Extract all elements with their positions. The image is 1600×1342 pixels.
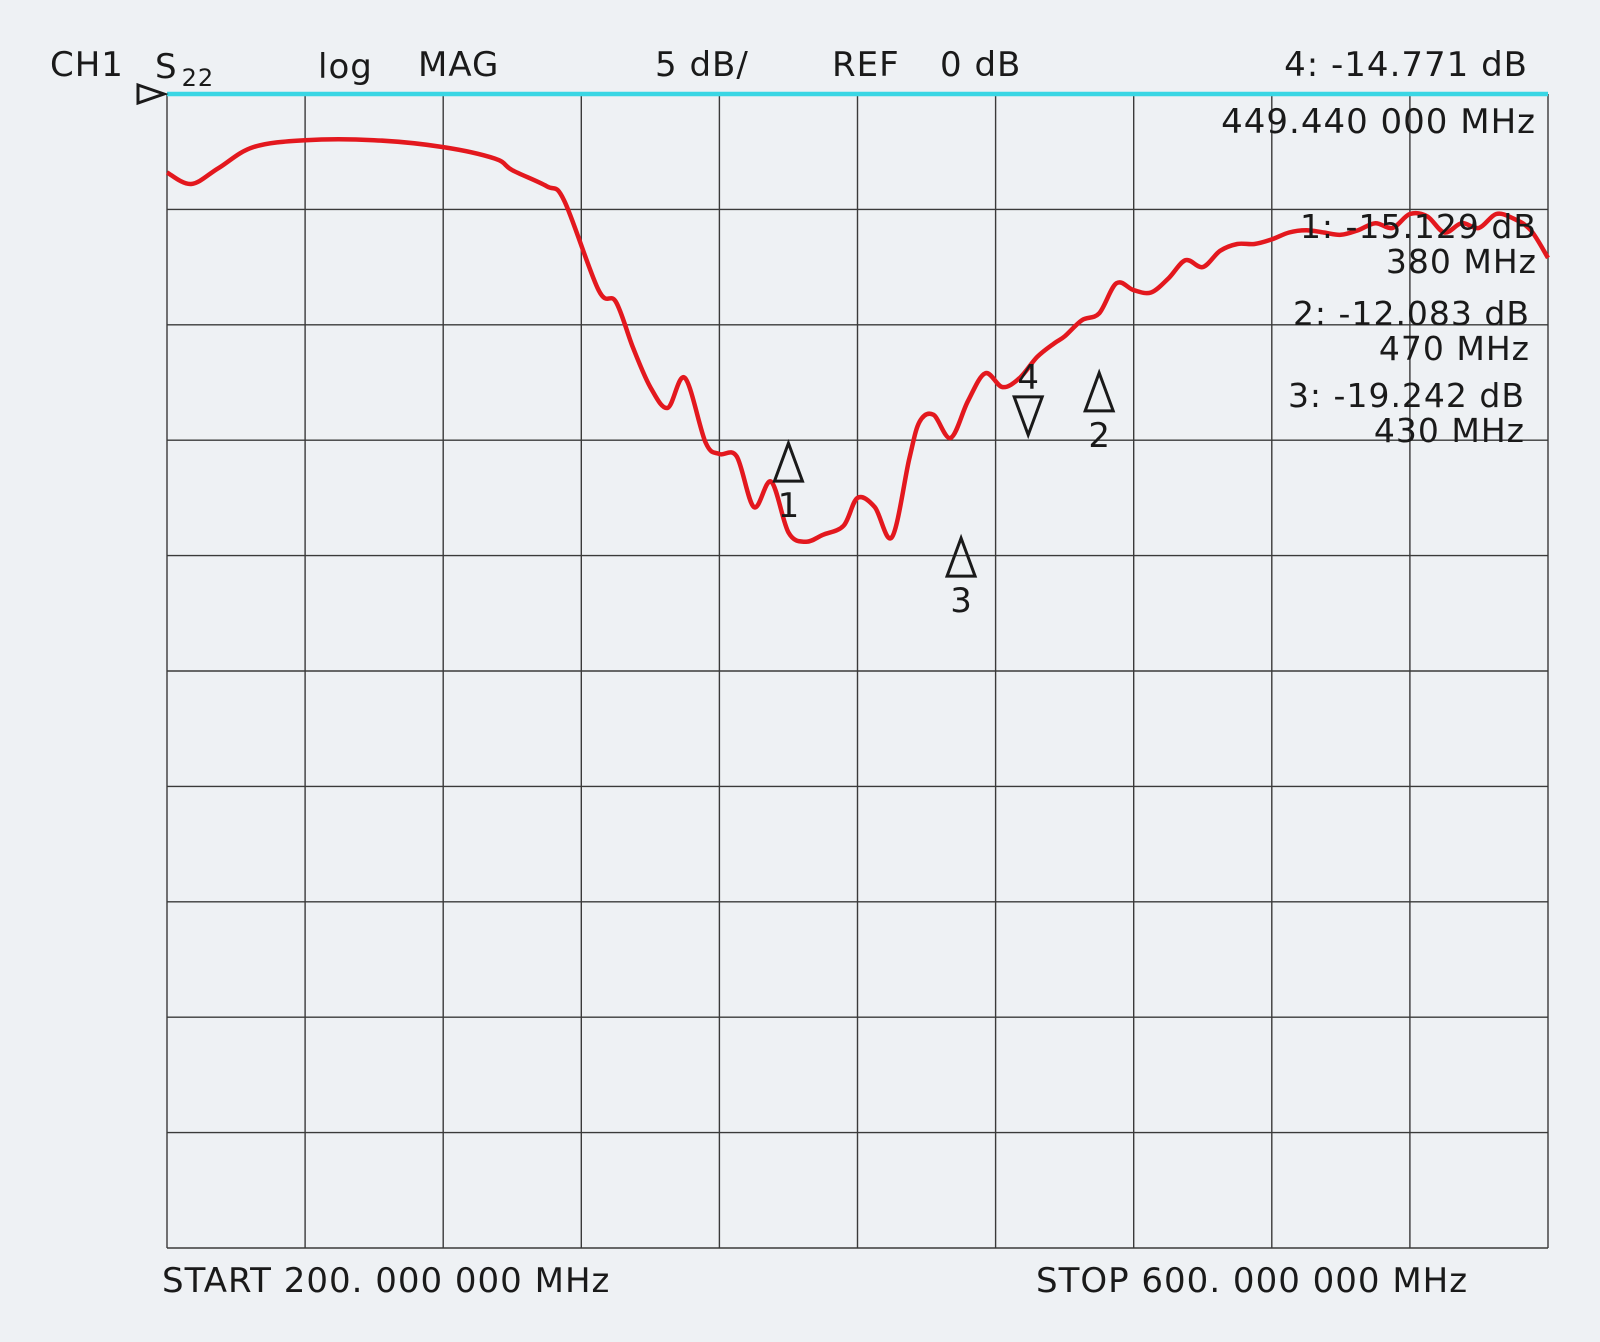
active-marker-readout: 4: -14.771 dB <box>1284 45 1528 85</box>
marker-number: 2 <box>1088 416 1110 456</box>
marker-3-value: 3: -19.242 dB <box>1288 376 1525 415</box>
marker-3-frequency: 430 MHz <box>1374 411 1525 450</box>
marker-number: 1 <box>778 486 800 526</box>
format-scale-label: log <box>318 47 373 87</box>
channel-label: CH1 <box>50 45 124 85</box>
start-frequency: START 200. 000 000 MHz <box>162 1261 610 1301</box>
marker-up-triangle-icon <box>944 533 978 578</box>
parameter-subscript: 22 <box>182 64 215 92</box>
marker-number: 4 <box>1017 358 1039 398</box>
parameter-label: S 22 <box>155 47 214 92</box>
marker-readout-2: 2: -12.083 dB 470 MHz <box>1293 294 1530 368</box>
marker-up-triangle-icon <box>772 438 805 483</box>
marker-4: 4 <box>1012 358 1045 440</box>
marker-up-triangle-icon <box>1083 368 1116 413</box>
marker-2-frequency: 470 MHz <box>1379 329 1530 368</box>
reference-pointer-icon <box>136 82 169 106</box>
marker-2: 2 <box>1083 368 1116 456</box>
marker-down-triangle-icon <box>1012 395 1045 440</box>
s22-trace <box>165 137 1550 545</box>
marker-1-value: 1: -15.129 dB <box>1300 207 1537 246</box>
stop-frequency: STOP 600. 000 000 MHz <box>1036 1261 1468 1301</box>
marker-readout-3: 3: -19.242 dB 430 MHz <box>1288 376 1525 450</box>
reference-line-group <box>136 82 1548 106</box>
marker-1-frequency: 380 MHz <box>1386 242 1537 281</box>
parameter-main: S <box>155 47 178 87</box>
format-type-label: MAG <box>418 45 499 85</box>
marker-1: 1 <box>772 438 805 526</box>
marker-2-value: 2: -12.083 dB <box>1293 294 1530 333</box>
marker-readout-1: 1: -15.129 dB 380 MHz <box>1300 207 1537 281</box>
reference-label: REF <box>832 45 900 85</box>
grid <box>166 93 1549 1249</box>
reference-value: 0 dB <box>940 45 1021 85</box>
markers: 1 2 3 4 <box>772 358 1116 621</box>
scale-per-division: 5 dB/ <box>655 45 749 85</box>
marker-3: 3 <box>944 533 978 621</box>
active-marker-frequency: 449.440 000 MHz <box>1221 102 1536 142</box>
marker-number: 3 <box>950 581 972 621</box>
plot-area: 1 2 3 4 <box>136 82 1550 1249</box>
